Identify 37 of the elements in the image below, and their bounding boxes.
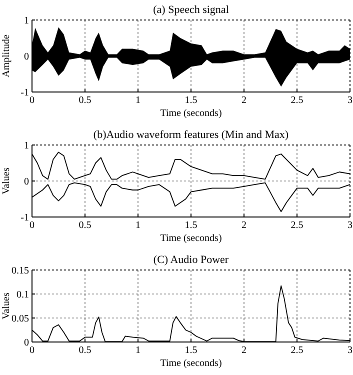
y-tick-label: 0 bbox=[24, 52, 29, 62]
y-tick-label: 0.15 bbox=[12, 266, 29, 276]
x-tick-label: 2.5 bbox=[290, 95, 304, 106]
x-tick-label: 0.5 bbox=[78, 220, 92, 231]
x-tick-label: 2 bbox=[242, 345, 246, 356]
x-tick-label: 3 bbox=[348, 345, 352, 356]
y-axis-title: Values bbox=[1, 292, 12, 320]
y-tick-label: 0 bbox=[24, 176, 29, 188]
x-tick-label: 2.5 bbox=[290, 345, 304, 356]
x-tick-label: 2 bbox=[242, 220, 246, 231]
x-tick-label: 1 bbox=[136, 220, 140, 231]
y-axis-title: Values bbox=[1, 168, 12, 194]
x-tick-label: 0.5 bbox=[78, 345, 92, 356]
y-tick-label: 0.1 bbox=[16, 290, 29, 300]
x-tick-label: 1.5 bbox=[184, 220, 198, 231]
y-tick-label: 0 bbox=[24, 338, 29, 348]
y-tick-label: -1 bbox=[20, 212, 29, 224]
x-tick-label: 1.5 bbox=[184, 345, 198, 356]
x-tick-label: 2.5 bbox=[290, 220, 304, 231]
x-tick-label: 2 bbox=[242, 95, 246, 106]
x-tick-label: 3 bbox=[348, 95, 352, 106]
x-tick-label: 1 bbox=[136, 95, 140, 106]
y-tick-label: 0.05 bbox=[12, 314, 29, 324]
chart-title: (a) Speech signal bbox=[153, 4, 229, 16]
x-axis-title: Time (seconds) bbox=[160, 233, 222, 244]
y-tick-label: 1 bbox=[24, 140, 29, 152]
x-tick-label: 0.5 bbox=[78, 95, 92, 106]
y-axis-title: Amplitude bbox=[1, 34, 12, 78]
y-tick-label: 1 bbox=[24, 16, 29, 26]
y-tick-label: -1 bbox=[20, 88, 29, 98]
x-axis-title: Time (seconds) bbox=[160, 358, 222, 369]
chart-title: (b)Audio waveform features (Min and Max) bbox=[93, 129, 289, 141]
chart-title: (C) Audio Power bbox=[153, 254, 229, 266]
x-tick-label: 3 bbox=[348, 220, 352, 231]
x-tick-label: 1.5 bbox=[184, 95, 198, 106]
x-axis-title: Time (seconds) bbox=[160, 108, 222, 119]
x-tick-label: 1 bbox=[136, 345, 140, 356]
